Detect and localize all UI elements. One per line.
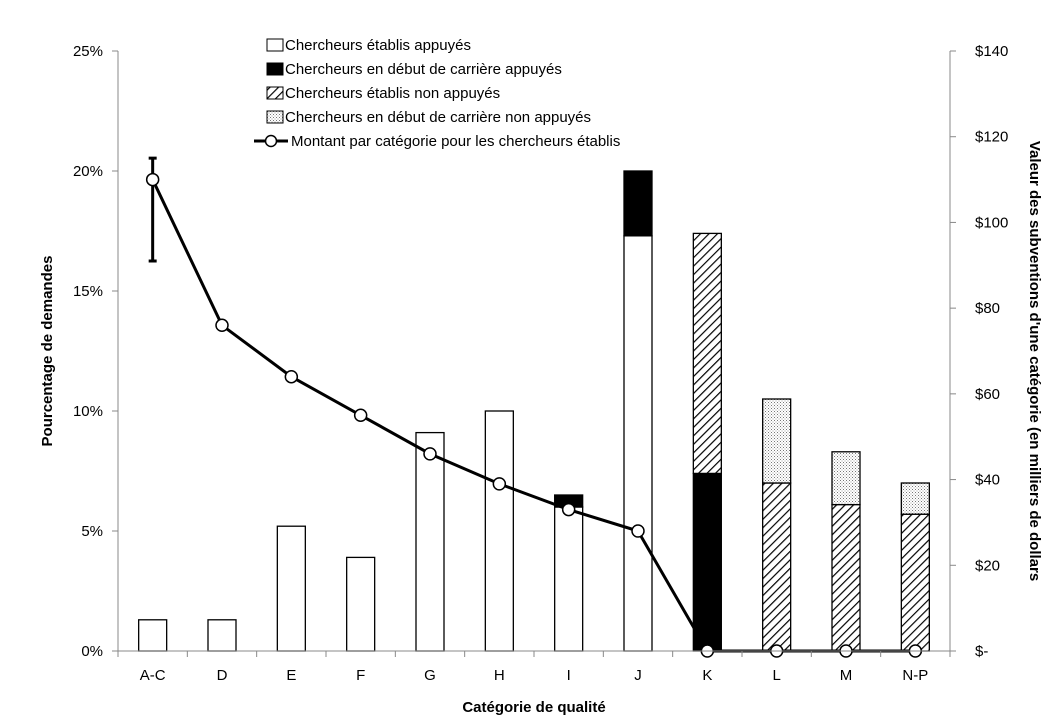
line-point-A-C (145, 172, 160, 187)
x-tick-label: M (840, 667, 853, 684)
line-point-J (631, 524, 645, 538)
legend-line-marker (264, 134, 278, 148)
y2-tick-label: $20 (975, 557, 1000, 574)
axes-layer: 0% 5% 10% 15% 20% 25% $- $20 $40 $60 $80 $100 $120 $1… (73, 43, 1008, 684)
legend-label-3: Chercheurs en début de carrière non appu… (285, 109, 591, 126)
bar-L-series-2 (762, 482, 792, 652)
y2-tick-label: $100 (975, 214, 1008, 231)
bar-K-series-1 (692, 472, 722, 652)
legend-label-1: Chercheurs en début de carrière appuyés (285, 61, 562, 78)
line-point-I (561, 502, 576, 517)
bar-L-series-3 (762, 398, 792, 484)
legend-label-0: Chercheurs établis appuyés (285, 37, 471, 54)
bar-M-series-2 (831, 503, 861, 652)
line-series-path (151, 178, 916, 653)
y-tick-label: 5% (81, 523, 103, 540)
bar-N-P-series-3 (900, 482, 930, 515)
x-tick-label: L (772, 667, 780, 684)
y2-tick-label: $120 (975, 129, 1008, 146)
x-tick-label: H (494, 667, 505, 684)
legend-swatch-2 (266, 86, 284, 100)
y2-tick-label: $40 (975, 472, 1000, 489)
bar-J-series-1 (623, 170, 653, 237)
legend-label-line: Montant par catégorie pour les chercheur… (291, 133, 620, 150)
legend: Chercheurs établis appuyés Chercheurs en … (254, 37, 620, 150)
bar-I-series-0 (554, 506, 584, 652)
bar-H-series-0 (484, 410, 514, 652)
x-tick-label: J (634, 667, 642, 684)
legend-swatch-1 (266, 62, 284, 76)
legend-swatch-0 (266, 38, 284, 52)
bar-M-series-3 (831, 451, 861, 506)
line-point-H (492, 477, 507, 491)
x-axis-title: Catégorie de qualité (462, 699, 605, 716)
line-point-G (423, 447, 437, 461)
x-tick-label: E (286, 667, 296, 684)
line-point-F (353, 408, 368, 423)
line-layer (145, 156, 923, 658)
y2-tick-label: $80 (975, 300, 1000, 317)
y2-axis-title: Valeur des subventions d'une catégorie (… (1026, 141, 1041, 581)
y2-tick-label: $- (975, 643, 988, 660)
y-tick-label: 10% (73, 403, 103, 420)
bars-layer (138, 170, 930, 652)
bar-D-series-0 (207, 619, 237, 652)
y-tick-label: 15% (73, 283, 103, 300)
x-tick-label: F (356, 667, 365, 684)
line-point-E (284, 369, 299, 384)
legend-label-2: Chercheurs établis non appuyés (285, 85, 500, 102)
line-point-D (215, 318, 229, 333)
bar-N-P-series-2 (900, 513, 930, 652)
bar-K-series-2 (692, 232, 722, 475)
bar-J-series-0 (623, 235, 653, 652)
bar-G-series-0 (415, 431, 445, 652)
x-tick-label: G (424, 667, 436, 684)
legend-swatch-3 (266, 110, 284, 124)
y2-tick-label: $60 (975, 386, 1000, 403)
bar-E-series-0 (276, 525, 306, 652)
x-tick-label: D (217, 667, 228, 684)
y-tick-label: 20% (73, 163, 103, 180)
x-tick-label: N-P (902, 667, 928, 684)
bar-A-C-series-0 (138, 619, 168, 652)
x-tick-label: A-C (140, 667, 166, 684)
y-axis-title: Pourcentage de demandes (39, 256, 56, 447)
bar-F-series-0 (346, 556, 376, 652)
y-tick-label: 0% (81, 643, 103, 660)
x-tick-label: I (567, 667, 571, 684)
x-tick-label: K (702, 667, 712, 684)
y-tick-label: 25% (73, 43, 103, 60)
y2-tick-label: $140 (975, 43, 1008, 60)
